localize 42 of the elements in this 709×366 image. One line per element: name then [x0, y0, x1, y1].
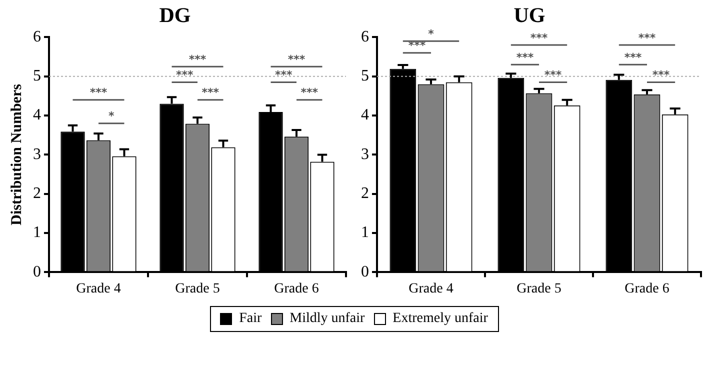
chart-title: DG: [159, 3, 191, 28]
y-tick-label: 1: [361, 224, 369, 242]
annotation: ***: [274, 68, 292, 82]
annotation: ***: [624, 50, 642, 64]
x-tick-label: Grade 6: [624, 281, 670, 296]
x-tick-label: Grade 5: [175, 281, 220, 296]
annotation: ***: [288, 52, 306, 66]
y-tick-label: 4: [33, 106, 41, 124]
annotation: ***: [516, 50, 534, 64]
x-tick-label: Grade 4: [408, 281, 454, 296]
x-tick-label: Grade 6: [274, 281, 319, 296]
annotation: ***: [408, 39, 426, 52]
annotation: ***: [544, 68, 562, 82]
annotation: ***: [652, 68, 670, 82]
y-tick-label: 2: [361, 185, 369, 202]
y-tick-label: 5: [33, 68, 41, 85]
y-tick-label: 3: [33, 146, 41, 163]
annotation: *: [108, 110, 114, 123]
annotation: ***: [90, 86, 108, 100]
legend-label: Fair: [239, 311, 262, 327]
x-tick-label: Grade 5: [516, 281, 562, 296]
y-tick-label: 4: [361, 106, 369, 124]
y-tick-label: 0: [33, 263, 41, 280]
y-axis-title: Distribution Numbers: [8, 84, 25, 226]
annotation: ***: [300, 86, 318, 100]
annotation: ***: [176, 68, 194, 82]
x-tick-label: Grade 4: [76, 281, 121, 296]
legend-label: Mildly unfair: [290, 311, 365, 327]
annotation: ***: [202, 86, 220, 100]
legend-label: Extremely unfair: [392, 311, 488, 327]
y-tick-label: 3: [361, 146, 369, 163]
annotation: *: [428, 27, 434, 40]
y-tick-label: 0: [361, 263, 369, 280]
annotation: ***: [530, 31, 548, 44]
annotation: ***: [638, 31, 656, 44]
y-tick-label: 2: [33, 185, 41, 202]
y-tick-label: 5: [361, 68, 369, 85]
chart-title: UG: [514, 3, 546, 28]
y-tick-label: 6: [361, 28, 369, 46]
annotation: ***: [188, 52, 206, 66]
y-tick-label: 1: [33, 224, 41, 242]
y-tick-label: 6: [33, 28, 41, 46]
